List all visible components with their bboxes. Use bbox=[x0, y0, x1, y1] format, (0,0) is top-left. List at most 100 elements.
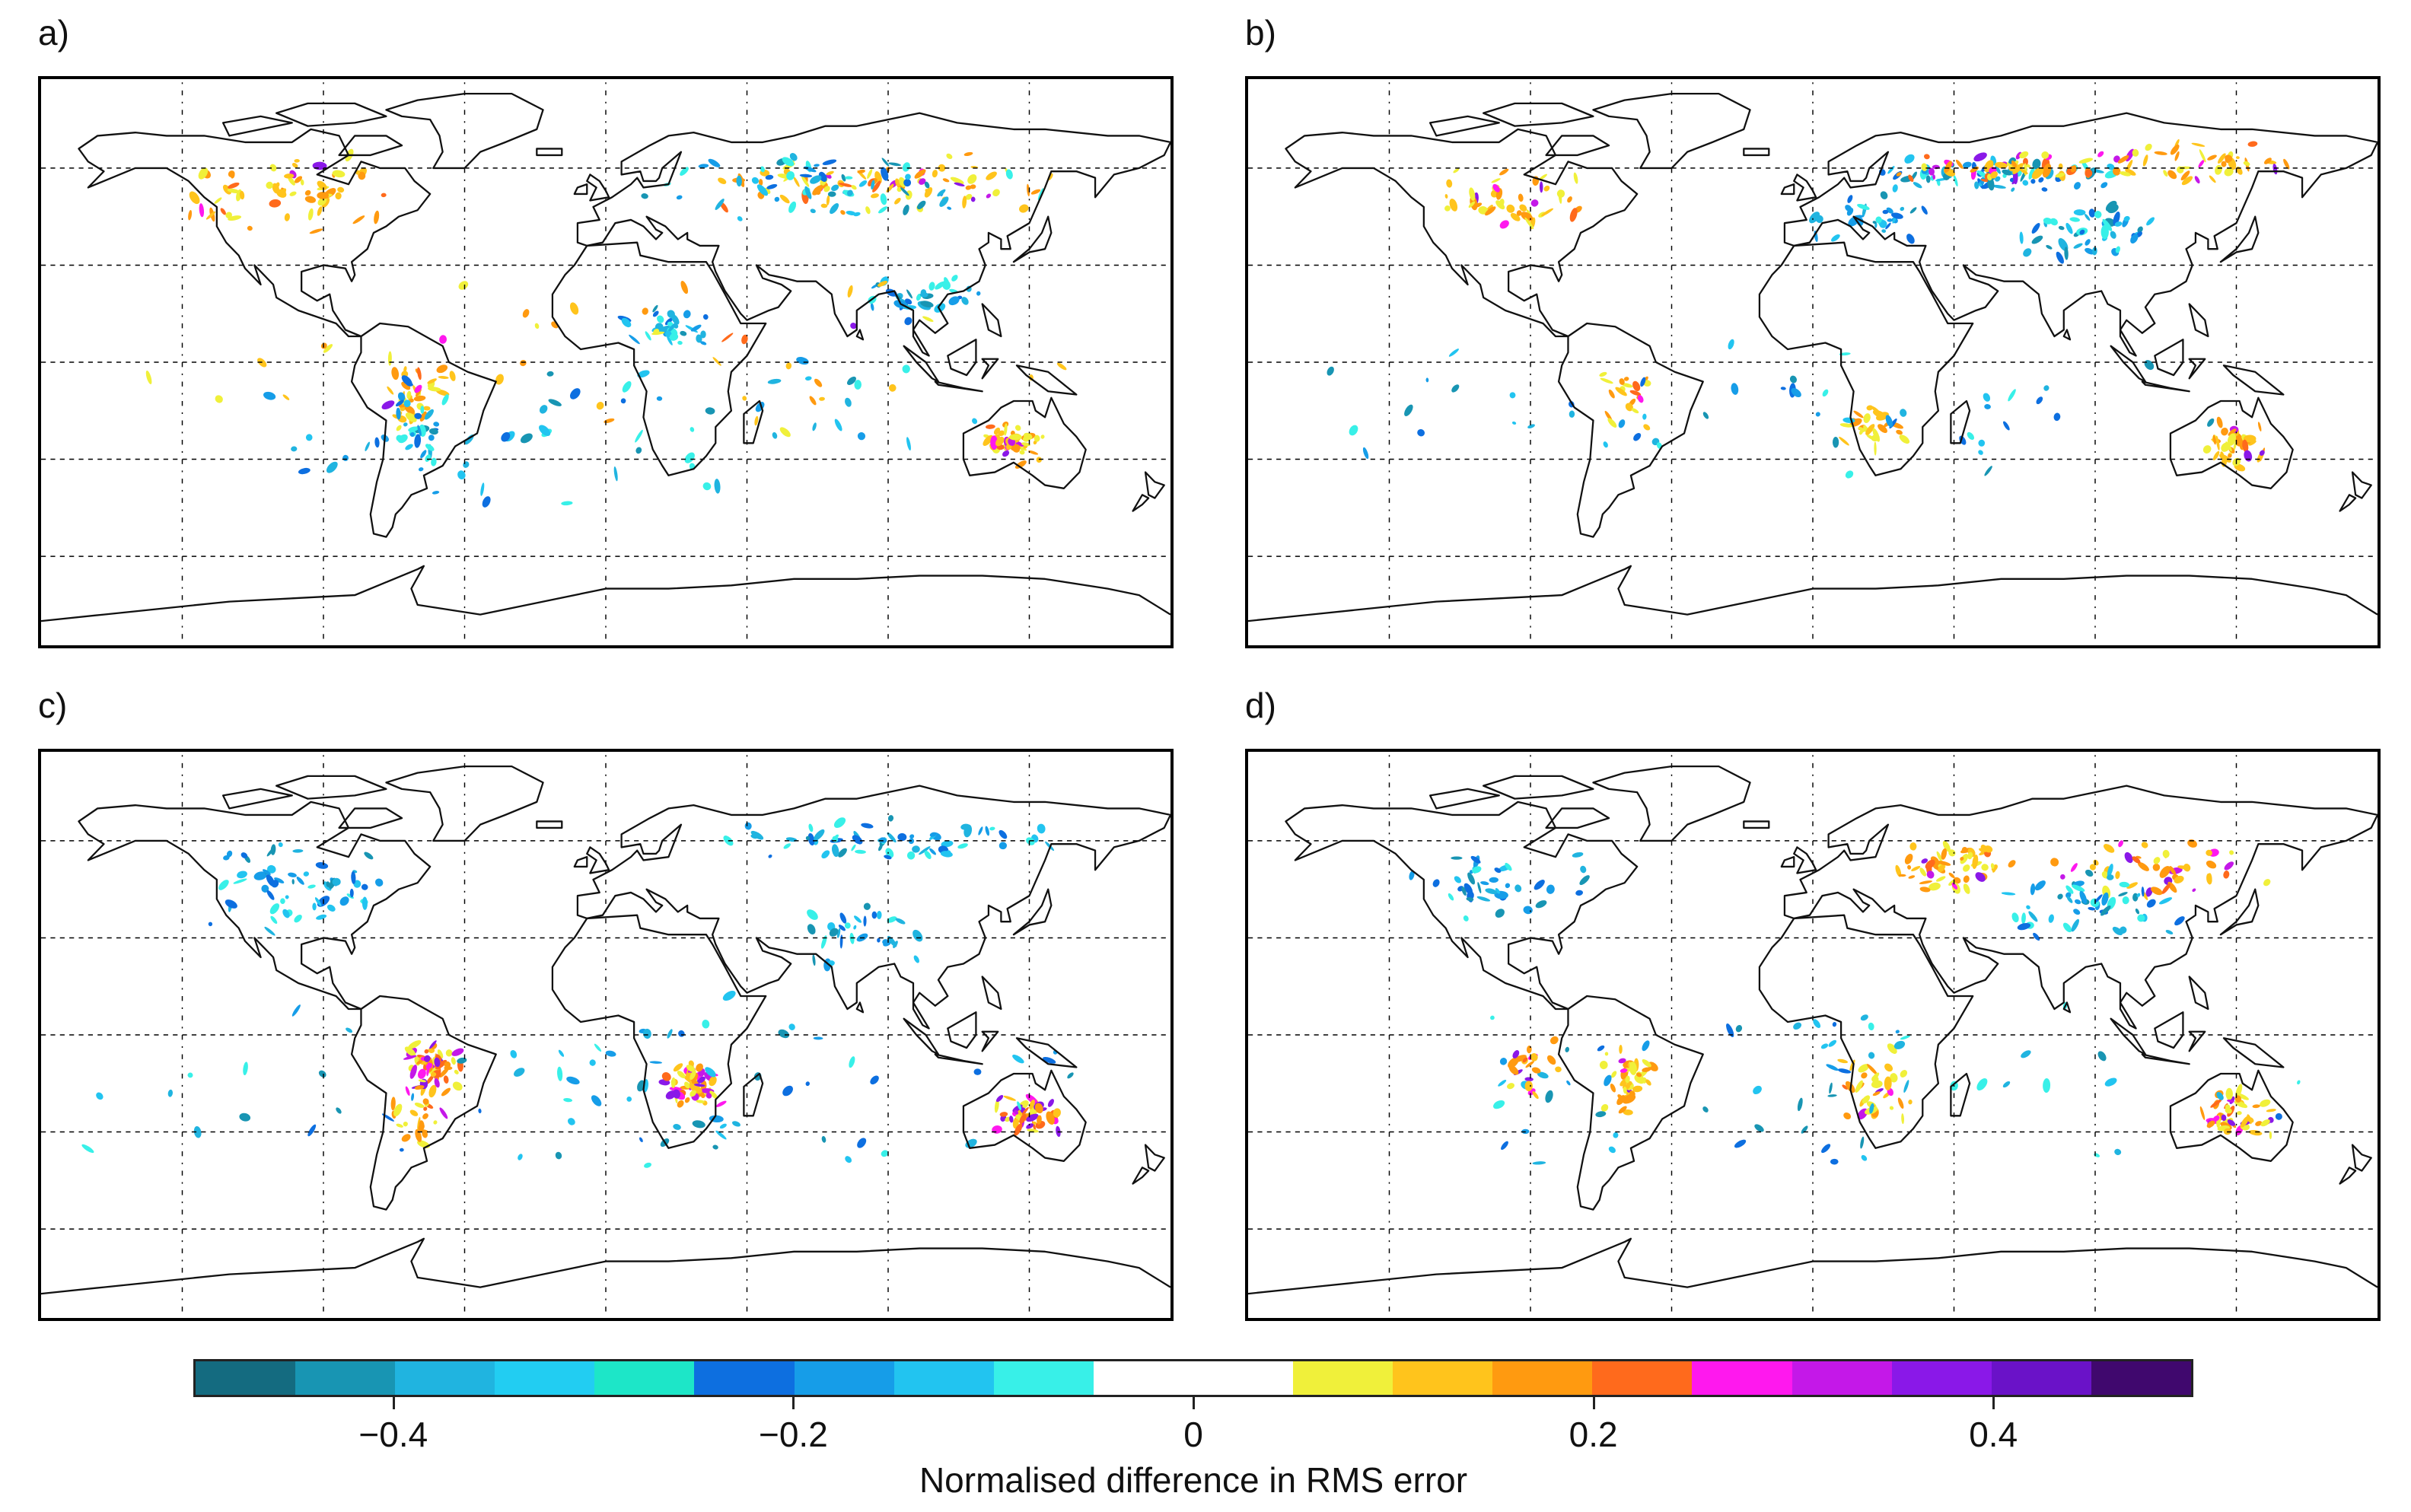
anomaly-blob bbox=[2048, 914, 2054, 923]
anomaly-blob bbox=[1980, 179, 1989, 183]
anomaly-blob bbox=[894, 198, 901, 205]
anomaly-blob bbox=[1871, 1080, 1883, 1088]
anomaly-blob bbox=[680, 167, 689, 176]
anomaly-blob bbox=[670, 1077, 676, 1088]
anomaly-blob bbox=[683, 310, 691, 319]
anomaly-blob bbox=[145, 370, 152, 384]
coastline bbox=[962, 396, 1087, 489]
anomaly-blob bbox=[2177, 865, 2189, 870]
anomaly-blob bbox=[998, 842, 1008, 850]
anomaly-blob bbox=[785, 362, 792, 370]
anomaly-blob bbox=[844, 922, 851, 929]
anomaly-blob bbox=[1524, 1077, 1534, 1082]
anomaly-blob bbox=[805, 836, 811, 841]
anomaly-blob bbox=[1898, 874, 1906, 877]
anomaly-blob bbox=[671, 314, 680, 325]
anomaly-blob bbox=[520, 359, 527, 367]
anomaly-blob bbox=[1611, 1071, 1617, 1078]
anomaly-blob bbox=[677, 340, 683, 345]
coastline bbox=[2154, 339, 2184, 377]
anomaly-blob bbox=[905, 173, 911, 180]
anomaly-blob bbox=[826, 195, 830, 205]
anomaly-blob bbox=[871, 193, 879, 199]
anomaly-blob bbox=[2135, 908, 2140, 915]
anomaly-blob bbox=[198, 167, 209, 180]
anomaly-blob bbox=[821, 850, 830, 859]
anomaly-blob bbox=[307, 1124, 317, 1137]
anomaly-blob bbox=[804, 186, 812, 199]
anomaly-blob bbox=[2199, 1106, 2206, 1120]
anomaly-blob bbox=[2070, 165, 2077, 173]
anomaly-blob bbox=[1967, 431, 1975, 440]
anomaly-blob bbox=[1642, 1040, 1650, 1052]
anomaly-blob bbox=[2126, 159, 2133, 172]
anomaly-blob bbox=[2225, 154, 2233, 162]
anomaly-blob bbox=[439, 335, 447, 344]
anomaly-blob bbox=[1021, 1106, 1029, 1115]
anomaly-blob bbox=[1984, 466, 1992, 476]
anomaly-blob bbox=[2021, 1050, 2031, 1058]
anomaly-blob bbox=[555, 1151, 562, 1160]
anomaly-blob bbox=[2264, 158, 2272, 164]
anomaly-blob bbox=[2122, 896, 2129, 905]
anomaly-blob bbox=[2085, 214, 2091, 221]
anomaly-blob bbox=[1432, 879, 1440, 887]
coastline bbox=[1015, 1037, 1078, 1068]
world-map-panel-b bbox=[1245, 76, 2381, 648]
anomaly-blob bbox=[1622, 383, 1633, 388]
anomaly-blob bbox=[1492, 183, 1500, 193]
anomaly-blob bbox=[2227, 1119, 2236, 1126]
anomaly-blob bbox=[263, 391, 276, 400]
anomaly-blob bbox=[427, 378, 437, 384]
anomaly-blob bbox=[1043, 1056, 1056, 1064]
anomaly-blob bbox=[2017, 922, 2031, 931]
anomaly-blob bbox=[335, 192, 342, 200]
coastline bbox=[573, 856, 588, 868]
anomaly-blob bbox=[1005, 169, 1013, 180]
anomaly-blob bbox=[1028, 450, 1039, 455]
anomaly-blob bbox=[1896, 172, 1902, 177]
anomaly-blob bbox=[1040, 435, 1045, 439]
anomaly-blob bbox=[779, 427, 791, 438]
anomaly-blob bbox=[438, 375, 449, 379]
anomaly-blob bbox=[422, 1098, 429, 1105]
anomaly-blob bbox=[2092, 247, 2097, 256]
anomaly-blob bbox=[962, 196, 967, 208]
anomaly-blob bbox=[1860, 1136, 1865, 1149]
anomaly-blob bbox=[408, 1040, 422, 1049]
anomaly-blob bbox=[2170, 144, 2180, 155]
anomaly-blob bbox=[1622, 1093, 1636, 1104]
anomaly-blob bbox=[569, 302, 579, 315]
anomaly-blob bbox=[1495, 888, 1501, 894]
anomaly-blob bbox=[1595, 1111, 1607, 1118]
anomaly-blob bbox=[2146, 899, 2156, 908]
anomaly-blob bbox=[858, 180, 868, 187]
anomaly-blob bbox=[2008, 860, 2016, 867]
anomaly-blob bbox=[741, 334, 748, 345]
anomaly-blob bbox=[361, 896, 368, 910]
anomaly-blob bbox=[1953, 174, 1958, 187]
anomaly-blob bbox=[403, 366, 407, 373]
anomaly-blob bbox=[678, 1030, 685, 1037]
anomaly-blob bbox=[317, 191, 330, 199]
anomaly-blob bbox=[932, 170, 938, 178]
anomaly-blob bbox=[432, 491, 440, 495]
anomaly-blob bbox=[409, 432, 415, 438]
coastline bbox=[338, 135, 403, 157]
colorbar-swatch bbox=[893, 1361, 994, 1395]
anomaly-blob bbox=[878, 206, 887, 214]
anomaly-blob bbox=[1467, 872, 1476, 885]
anomaly-blob bbox=[935, 281, 945, 290]
anomaly-blob bbox=[263, 869, 271, 876]
anomaly-blob bbox=[2073, 909, 2081, 915]
anomaly-blob bbox=[408, 426, 419, 432]
anomaly-blob bbox=[1853, 410, 1864, 419]
anomaly-blob bbox=[2053, 412, 2061, 422]
anomaly-blob bbox=[2181, 176, 2193, 186]
anomaly-blob bbox=[919, 846, 931, 855]
coastline bbox=[1248, 1237, 2378, 1295]
anomaly-blob bbox=[765, 174, 774, 180]
anomaly-blob bbox=[916, 293, 922, 301]
anomaly-blob bbox=[280, 898, 285, 905]
anomaly-blob bbox=[680, 280, 689, 294]
